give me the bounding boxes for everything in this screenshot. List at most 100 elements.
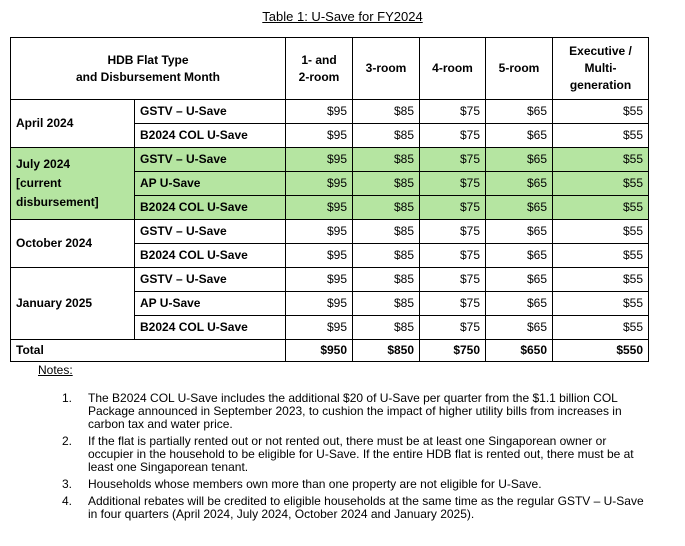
amount-cell: $65 bbox=[485, 123, 554, 148]
data-row: April 2024 GSTV – U-Save $95 $85 $75 $65 $55 bbox=[10, 99, 650, 148]
amount-cell: $75 bbox=[419, 267, 487, 292]
note-text: The B2024 COL U-Save includes the additi… bbox=[88, 391, 622, 431]
total-amount: $950 bbox=[285, 339, 354, 362]
month-line: disbursement] bbox=[16, 195, 99, 209]
note-number: 3. bbox=[62, 477, 73, 491]
header-line: 3-room bbox=[365, 61, 407, 75]
month-line: January 2025 bbox=[16, 296, 93, 310]
amount-cell: $75 bbox=[419, 243, 487, 268]
header-line: 1- and bbox=[301, 52, 337, 67]
note-number: 2. bbox=[62, 434, 73, 448]
u-save-table: HDB Flat Type and Disbursement Month 1- an… bbox=[9, 37, 650, 362]
amount-cell: $55 bbox=[552, 267, 650, 292]
amount-cell: $75 bbox=[419, 147, 487, 172]
month-cell: October 2024 bbox=[10, 219, 135, 268]
data-row: B2024 COL U-Save $95 $85 $75 $65 $55 bbox=[11, 123, 650, 148]
rebate-cell: B2024 COL U-Save bbox=[133, 123, 287, 148]
table-title: Table 1: U-Save for FY2024 bbox=[262, 9, 423, 24]
rebate-cell: GSTV – U-Save bbox=[133, 267, 287, 292]
data-row: January 2025 GSTV – U-Save $95 $85 $75 $65 $55 bbox=[10, 267, 650, 340]
header-cell: 3-room bbox=[352, 37, 421, 100]
amount-cell: $85 bbox=[352, 171, 421, 196]
rebate-cell: AP U-Save bbox=[133, 291, 287, 316]
amount-cell: $85 bbox=[352, 291, 421, 316]
amount-cell: $85 bbox=[352, 147, 421, 172]
amount-cell: $95 bbox=[285, 147, 354, 172]
amount-cell: $85 bbox=[352, 99, 421, 124]
header-cell: Executive / Multi-generation bbox=[552, 37, 650, 100]
amount-cell: $55 bbox=[552, 243, 650, 268]
note-number: 4. bbox=[62, 494, 73, 508]
rebate-cell: GSTV – U-Save bbox=[133, 99, 287, 124]
amount-cell: $55 bbox=[552, 123, 650, 148]
header-line: generation bbox=[569, 78, 632, 92]
amount-cell: $85 bbox=[352, 267, 421, 292]
total-amount: $650 bbox=[485, 339, 554, 362]
note-item: 3. Households whose members own more than… bbox=[62, 478, 650, 491]
header-line: Multi- bbox=[584, 61, 617, 75]
amount-cell: $65 bbox=[485, 243, 554, 268]
header-cell: 4-room bbox=[419, 37, 487, 100]
amount-cell: $65 bbox=[485, 291, 554, 316]
amount-cell: $55 bbox=[552, 99, 650, 124]
amount-cell: $55 bbox=[552, 219, 650, 244]
amount-cell: $75 bbox=[419, 219, 487, 244]
rebate-cell: GSTV – U-Save bbox=[133, 147, 287, 172]
month-cell: July 2024 [current disbursement] bbox=[10, 147, 135, 220]
amount-cell: $95 bbox=[285, 243, 354, 268]
note-item: 4. Additional rebates will be credited to… bbox=[62, 495, 650, 521]
amount-cell: $75 bbox=[419, 291, 487, 316]
header-cell: HDB Flat Type and Disbursement Month bbox=[9, 37, 287, 100]
amount-cell: $85 bbox=[352, 243, 421, 268]
amount-cell: $85 bbox=[352, 123, 421, 148]
amount-cell: $75 bbox=[419, 171, 487, 196]
data-row: B2024 COL U-Save $95 $85 $75 $65 $55 bbox=[10, 195, 650, 220]
amount-cell: $65 bbox=[485, 315, 554, 340]
data-row: B2024 COL U-Save $95 $85 $75 $65 $55 bbox=[11, 243, 650, 268]
rebate-cell: B2024 COL U-Save bbox=[133, 243, 287, 268]
amount-cell: $95 bbox=[285, 123, 354, 148]
amount-cell: $85 bbox=[352, 219, 421, 244]
amount-cell: $55 bbox=[552, 195, 650, 220]
data-row: AP U-Save $95 $85 $75 $65 $55 bbox=[11, 291, 650, 316]
amount-cell: $65 bbox=[485, 219, 554, 244]
total-amount: $750 bbox=[419, 339, 487, 362]
amount-cell: $75 bbox=[419, 195, 487, 220]
amount-cell: $75 bbox=[419, 99, 487, 124]
amount-cell: $55 bbox=[552, 315, 650, 340]
month-cell: April 2024 bbox=[10, 99, 135, 148]
rebate-cell: B2024 COL U-Save bbox=[133, 315, 287, 340]
data-row: October 2024 GSTV – U-Save $95 $85 $75 $65 $55 bbox=[10, 219, 650, 268]
amount-cell: $95 bbox=[285, 219, 354, 244]
amount-cell: $65 bbox=[485, 267, 554, 292]
amount-cell: $55 bbox=[552, 147, 650, 172]
amount-cell: $75 bbox=[419, 315, 487, 340]
amount-cell: $85 bbox=[352, 315, 421, 340]
data-row: July 2024 [current disbursement] GSTV – U-S… bbox=[10, 147, 650, 220]
amount-cell: $95 bbox=[285, 267, 354, 292]
total-amount: $550 bbox=[552, 339, 650, 362]
amount-cell: $75 bbox=[419, 123, 487, 148]
header-line: 5-room bbox=[498, 61, 540, 75]
amount-cell: $85 bbox=[352, 195, 421, 220]
month-line: October 2024 bbox=[16, 236, 93, 250]
amount-cell: $95 bbox=[285, 171, 354, 196]
amount-cell: $65 bbox=[485, 99, 554, 124]
header-line: 4-room bbox=[432, 61, 473, 75]
notes-label: Notes: bbox=[38, 363, 73, 377]
amount-cell: $95 bbox=[285, 291, 354, 316]
header-cell: 1- and 2-room bbox=[285, 37, 354, 100]
header-line: 2-room bbox=[298, 69, 340, 84]
amount-cell: $55 bbox=[552, 291, 650, 316]
amount-cell: $95 bbox=[285, 195, 354, 220]
amount-cell: $95 bbox=[285, 315, 354, 340]
header-line: HDB Flat Type bbox=[107, 52, 189, 67]
note-item: 2. If the flat is partially rented out or… bbox=[62, 435, 650, 474]
rebate-cell: B2024 COL U-Save bbox=[133, 195, 287, 220]
note-text: If the flat is partially rented out or n… bbox=[88, 434, 634, 474]
amount-cell: $65 bbox=[485, 171, 554, 196]
header-line: and Disbursement Month bbox=[76, 69, 221, 84]
amount-cell: $95 bbox=[285, 99, 354, 124]
amount-cell: $65 bbox=[485, 195, 554, 220]
